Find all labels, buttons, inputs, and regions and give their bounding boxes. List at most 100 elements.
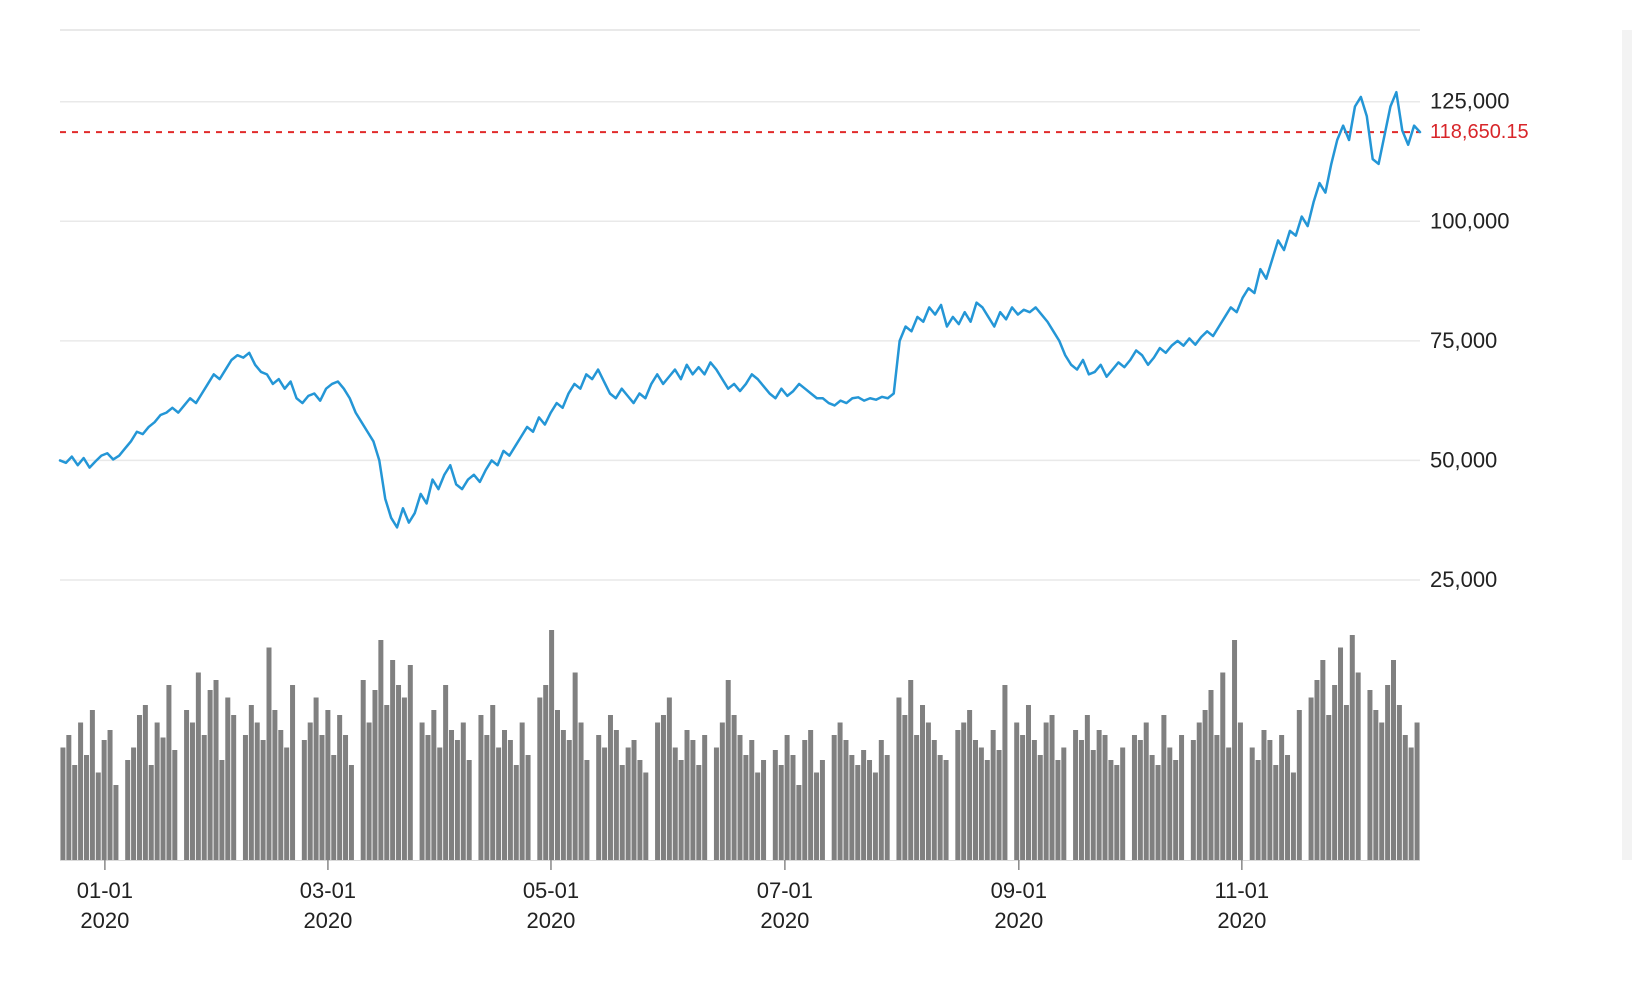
volume-bar[interactable] xyxy=(202,735,207,860)
volume-bar[interactable] xyxy=(820,760,825,860)
volume-bar[interactable] xyxy=(885,755,890,860)
volume-bar[interactable] xyxy=(467,760,472,860)
volume-bar[interactable] xyxy=(761,760,766,860)
volume-bar[interactable] xyxy=(696,765,701,860)
volume-bar[interactable] xyxy=(520,723,525,861)
volume-bar[interactable] xyxy=(60,748,65,861)
volume-bar[interactable] xyxy=(196,673,201,861)
volume-bar[interactable] xyxy=(484,735,489,860)
volume-bar[interactable] xyxy=(349,765,354,860)
volume-bar[interactable] xyxy=(973,740,978,860)
volume-bar[interactable] xyxy=(849,755,854,860)
volume-bar[interactable] xyxy=(272,710,277,860)
volume-bar[interactable] xyxy=(861,750,866,860)
volume-bar[interactable] xyxy=(779,765,784,860)
volume-bar[interactable] xyxy=(490,705,495,860)
volume-bar[interactable] xyxy=(526,755,531,860)
volume-bar[interactable] xyxy=(802,740,807,860)
volume-bar[interactable] xyxy=(1256,760,1261,860)
volume-bar[interactable] xyxy=(514,765,519,860)
volume-bar[interactable] xyxy=(1050,715,1055,860)
volume-bar[interactable] xyxy=(626,748,631,861)
volume-bar[interactable] xyxy=(643,773,648,861)
volume-bar[interactable] xyxy=(1203,710,1208,860)
volume-bar[interactable] xyxy=(90,710,95,860)
volume-bar[interactable] xyxy=(661,715,666,860)
volume-bar[interactable] xyxy=(1085,715,1090,860)
volume-bar[interactable] xyxy=(1320,660,1325,860)
volume-bar[interactable] xyxy=(579,723,584,861)
volume-bar[interactable] xyxy=(190,723,195,861)
volume-bar[interactable] xyxy=(785,735,790,860)
volume-bar[interactable] xyxy=(1238,723,1243,861)
volume-bar[interactable] xyxy=(1332,685,1337,860)
volume-bar[interactable] xyxy=(319,735,324,860)
volume-bar[interactable] xyxy=(1226,748,1231,861)
volume-bar[interactable] xyxy=(478,715,483,860)
volume-bar[interactable] xyxy=(219,760,224,860)
volume-bar[interactable] xyxy=(290,685,295,860)
volume-bar[interactable] xyxy=(1385,685,1390,860)
volume-bar[interactable] xyxy=(1232,640,1237,860)
volume-bar[interactable] xyxy=(367,723,372,861)
volume-bar[interactable] xyxy=(1261,730,1266,860)
volume-bar[interactable] xyxy=(1367,690,1372,860)
volume-bar[interactable] xyxy=(1097,730,1102,860)
volume-bar[interactable] xyxy=(549,630,554,860)
volume-bar[interactable] xyxy=(926,723,931,861)
volume-bar[interactable] xyxy=(137,715,142,860)
volume-bar[interactable] xyxy=(914,735,919,860)
volume-bar[interactable] xyxy=(325,710,330,860)
scrollbar-track[interactable] xyxy=(1622,30,1632,860)
volume-bar[interactable] xyxy=(955,730,960,860)
volume-bar[interactable] xyxy=(773,750,778,860)
volume-bar[interactable] xyxy=(720,723,725,861)
volume-bar[interactable] xyxy=(573,673,578,861)
volume-bar[interactable] xyxy=(1273,765,1278,860)
volume-bar[interactable] xyxy=(1397,705,1402,860)
volume-bar[interactable] xyxy=(1014,723,1019,861)
volume-bar[interactable] xyxy=(308,723,313,861)
volume-bar[interactable] xyxy=(555,710,560,860)
volume-bar[interactable] xyxy=(796,785,801,860)
volume-bar[interactable] xyxy=(1356,673,1361,861)
volume-bar[interactable] xyxy=(1291,773,1296,861)
volume-bar[interactable] xyxy=(361,680,366,860)
volume-bar[interactable] xyxy=(1338,648,1343,861)
volume-bar[interactable] xyxy=(614,730,619,860)
volume-bar[interactable] xyxy=(214,680,219,860)
volume-bar[interactable] xyxy=(1073,730,1078,860)
volume-bar[interactable] xyxy=(690,740,695,860)
volume-bar[interactable] xyxy=(208,690,213,860)
volume-bar[interactable] xyxy=(378,640,383,860)
volume-bar[interactable] xyxy=(944,760,949,860)
volume-bar[interactable] xyxy=(1391,660,1396,860)
volume-bar[interactable] xyxy=(808,730,813,860)
volume-bar[interactable] xyxy=(790,755,795,860)
volume-bar[interactable] xyxy=(596,735,601,860)
volume-bar[interactable] xyxy=(113,785,118,860)
volume-bar[interactable] xyxy=(1020,735,1025,860)
volume-bar[interactable] xyxy=(243,735,248,860)
volume-bar[interactable] xyxy=(714,748,719,861)
volume-bar[interactable] xyxy=(1350,635,1355,860)
volume-bar[interactable] xyxy=(78,723,83,861)
volume-bar[interactable] xyxy=(979,748,984,861)
volume-bar[interactable] xyxy=(284,748,289,861)
volume-bar[interactable] xyxy=(1197,723,1202,861)
volume-bar[interactable] xyxy=(620,765,625,860)
volume-bar[interactable] xyxy=(261,740,266,860)
volume-bar[interactable] xyxy=(1379,723,1384,861)
volume-bar[interactable] xyxy=(655,723,660,861)
volume-bar[interactable] xyxy=(743,755,748,860)
volume-bar[interactable] xyxy=(961,723,966,861)
volume-bar[interactable] xyxy=(673,748,678,861)
volume-bar[interactable] xyxy=(838,723,843,861)
volume-bar[interactable] xyxy=(1132,735,1137,860)
volume-bar[interactable] xyxy=(449,730,454,860)
volume-bar[interactable] xyxy=(343,735,348,860)
chart-svg[interactable]: 25,00050,00075,000100,000125,000118,650.… xyxy=(0,0,1636,984)
volume-bar[interactable] xyxy=(166,685,171,860)
volume-bar[interactable] xyxy=(991,730,996,860)
volume-bar[interactable] xyxy=(1144,723,1149,861)
